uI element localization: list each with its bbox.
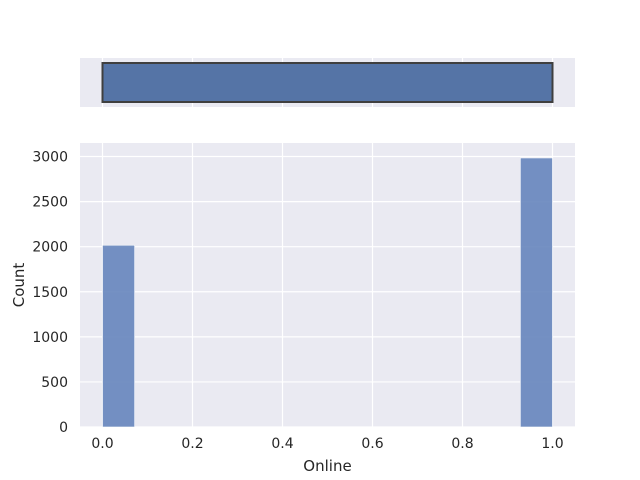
y-tick-label-2: 1000 <box>32 330 68 346</box>
y-tick-label-3: 1500 <box>32 285 68 301</box>
histogram-bar-1 <box>520 157 553 428</box>
histogram-panel: 0.0 0.2 0.4 0.6 0.8 1.0 0 500 1000 1500 2000 2500 3… <box>10 143 575 475</box>
x-tick-label-3: 0.6 <box>361 436 383 452</box>
histogram-background <box>80 143 575 427</box>
x-tick-label-1: 0.2 <box>181 436 203 452</box>
y-tick-label-6: 3000 <box>32 150 68 166</box>
x-tick-label-4: 0.8 <box>451 436 473 452</box>
x-tick-label-5: 1.0 <box>541 436 563 452</box>
histogram-bar-0 <box>102 244 135 428</box>
boxplot-panel <box>80 58 575 107</box>
box-iqr <box>101 62 554 103</box>
y-tick-label-5: 2500 <box>32 195 68 211</box>
y-tick-label-4: 2000 <box>32 240 68 256</box>
x-tick-label-0: 0.0 <box>91 436 113 452</box>
y-tick-label-0: 0 <box>59 420 68 436</box>
x-axis-label: Online <box>303 457 351 475</box>
x-tick-label-2: 0.4 <box>271 436 293 452</box>
y-axis-label: Count <box>10 263 28 308</box>
boxplot-marks <box>101 62 554 103</box>
y-tick-label-1: 500 <box>41 375 68 391</box>
x-tick-labels: 0.0 0.2 0.4 0.6 0.8 1.0 <box>91 436 563 452</box>
histogram-bars <box>102 157 553 428</box>
y-tick-labels: 0 500 1000 1500 2000 2500 3000 <box>32 150 68 436</box>
histogram-gridlines <box>80 143 575 428</box>
